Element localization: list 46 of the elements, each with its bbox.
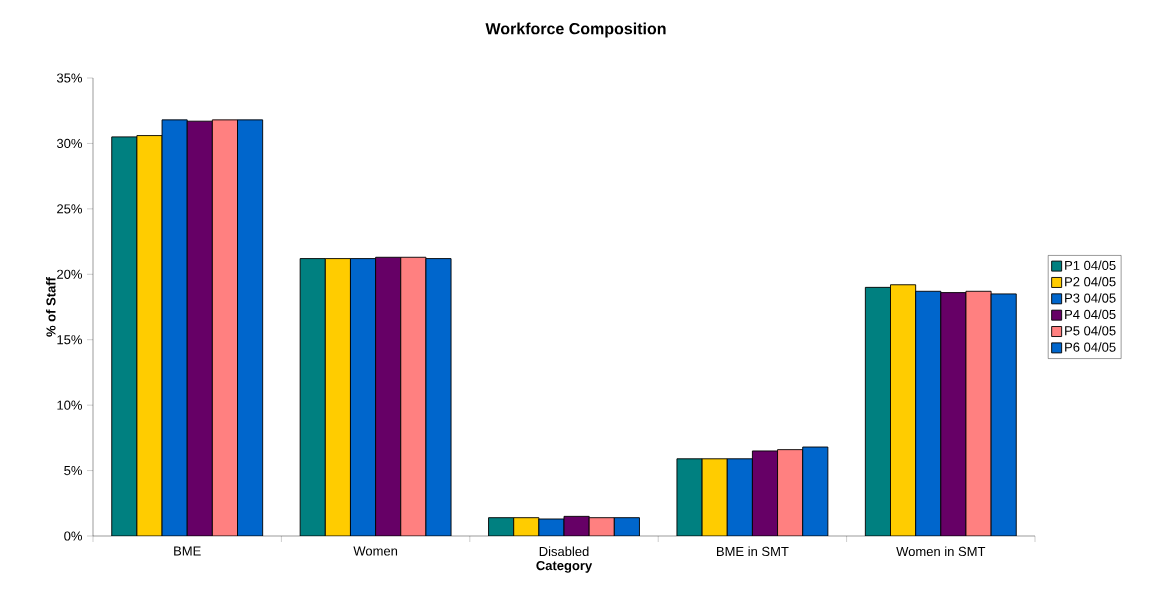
legend-label: P3 04/05 <box>1065 293 1116 303</box>
bar <box>299 258 326 536</box>
x-tick-label: Women in SMT <box>896 546 986 557</box>
bar <box>802 446 829 536</box>
bar <box>400 256 427 536</box>
y-tick-label: 35% <box>56 73 82 83</box>
bar <box>777 449 804 536</box>
bar <box>324 258 351 536</box>
legend-label: P1 04/05 <box>1065 260 1116 270</box>
bar <box>890 284 917 536</box>
y-tick-label: 15% <box>57 335 82 345</box>
bar <box>864 286 891 536</box>
y-tick-label: 5% <box>64 466 82 476</box>
bar <box>751 450 778 536</box>
legend-label: P4 04/05 <box>1065 309 1116 320</box>
x-tick-label: BME <box>174 546 201 556</box>
chart-title: Workforce Composition <box>485 22 666 38</box>
y-axis-title: % of Staff <box>46 277 56 337</box>
bar <box>726 458 753 536</box>
bar <box>915 290 942 536</box>
bar <box>701 458 728 536</box>
bar <box>375 256 402 536</box>
x-tick-label: Women <box>353 546 398 556</box>
legend-label: P5 04/05 <box>1065 325 1116 336</box>
bar <box>161 119 188 536</box>
y-tick-label: 30% <box>56 138 82 149</box>
bar <box>990 293 1017 536</box>
bar <box>965 290 992 536</box>
y-tick-label: 20% <box>57 269 82 279</box>
bar <box>186 120 213 536</box>
bar <box>211 119 238 536</box>
y-tick-label: 10% <box>57 400 82 410</box>
bar <box>237 119 264 536</box>
x-tick-label: Disabled <box>539 546 589 557</box>
y-tick-label: 0% <box>64 531 82 541</box>
bar <box>676 458 703 536</box>
legend-label: P6 04/05 <box>1065 342 1116 352</box>
bar <box>136 135 163 536</box>
bar <box>425 258 452 536</box>
bar <box>940 292 967 536</box>
y-tick-label: 25% <box>57 204 82 214</box>
x-axis-title: Category <box>536 560 593 573</box>
x-tick-label: BME in SMT <box>716 546 789 557</box>
bar <box>111 136 138 536</box>
bar <box>350 258 377 536</box>
legend-label: P2 04/05 <box>1065 276 1116 287</box>
